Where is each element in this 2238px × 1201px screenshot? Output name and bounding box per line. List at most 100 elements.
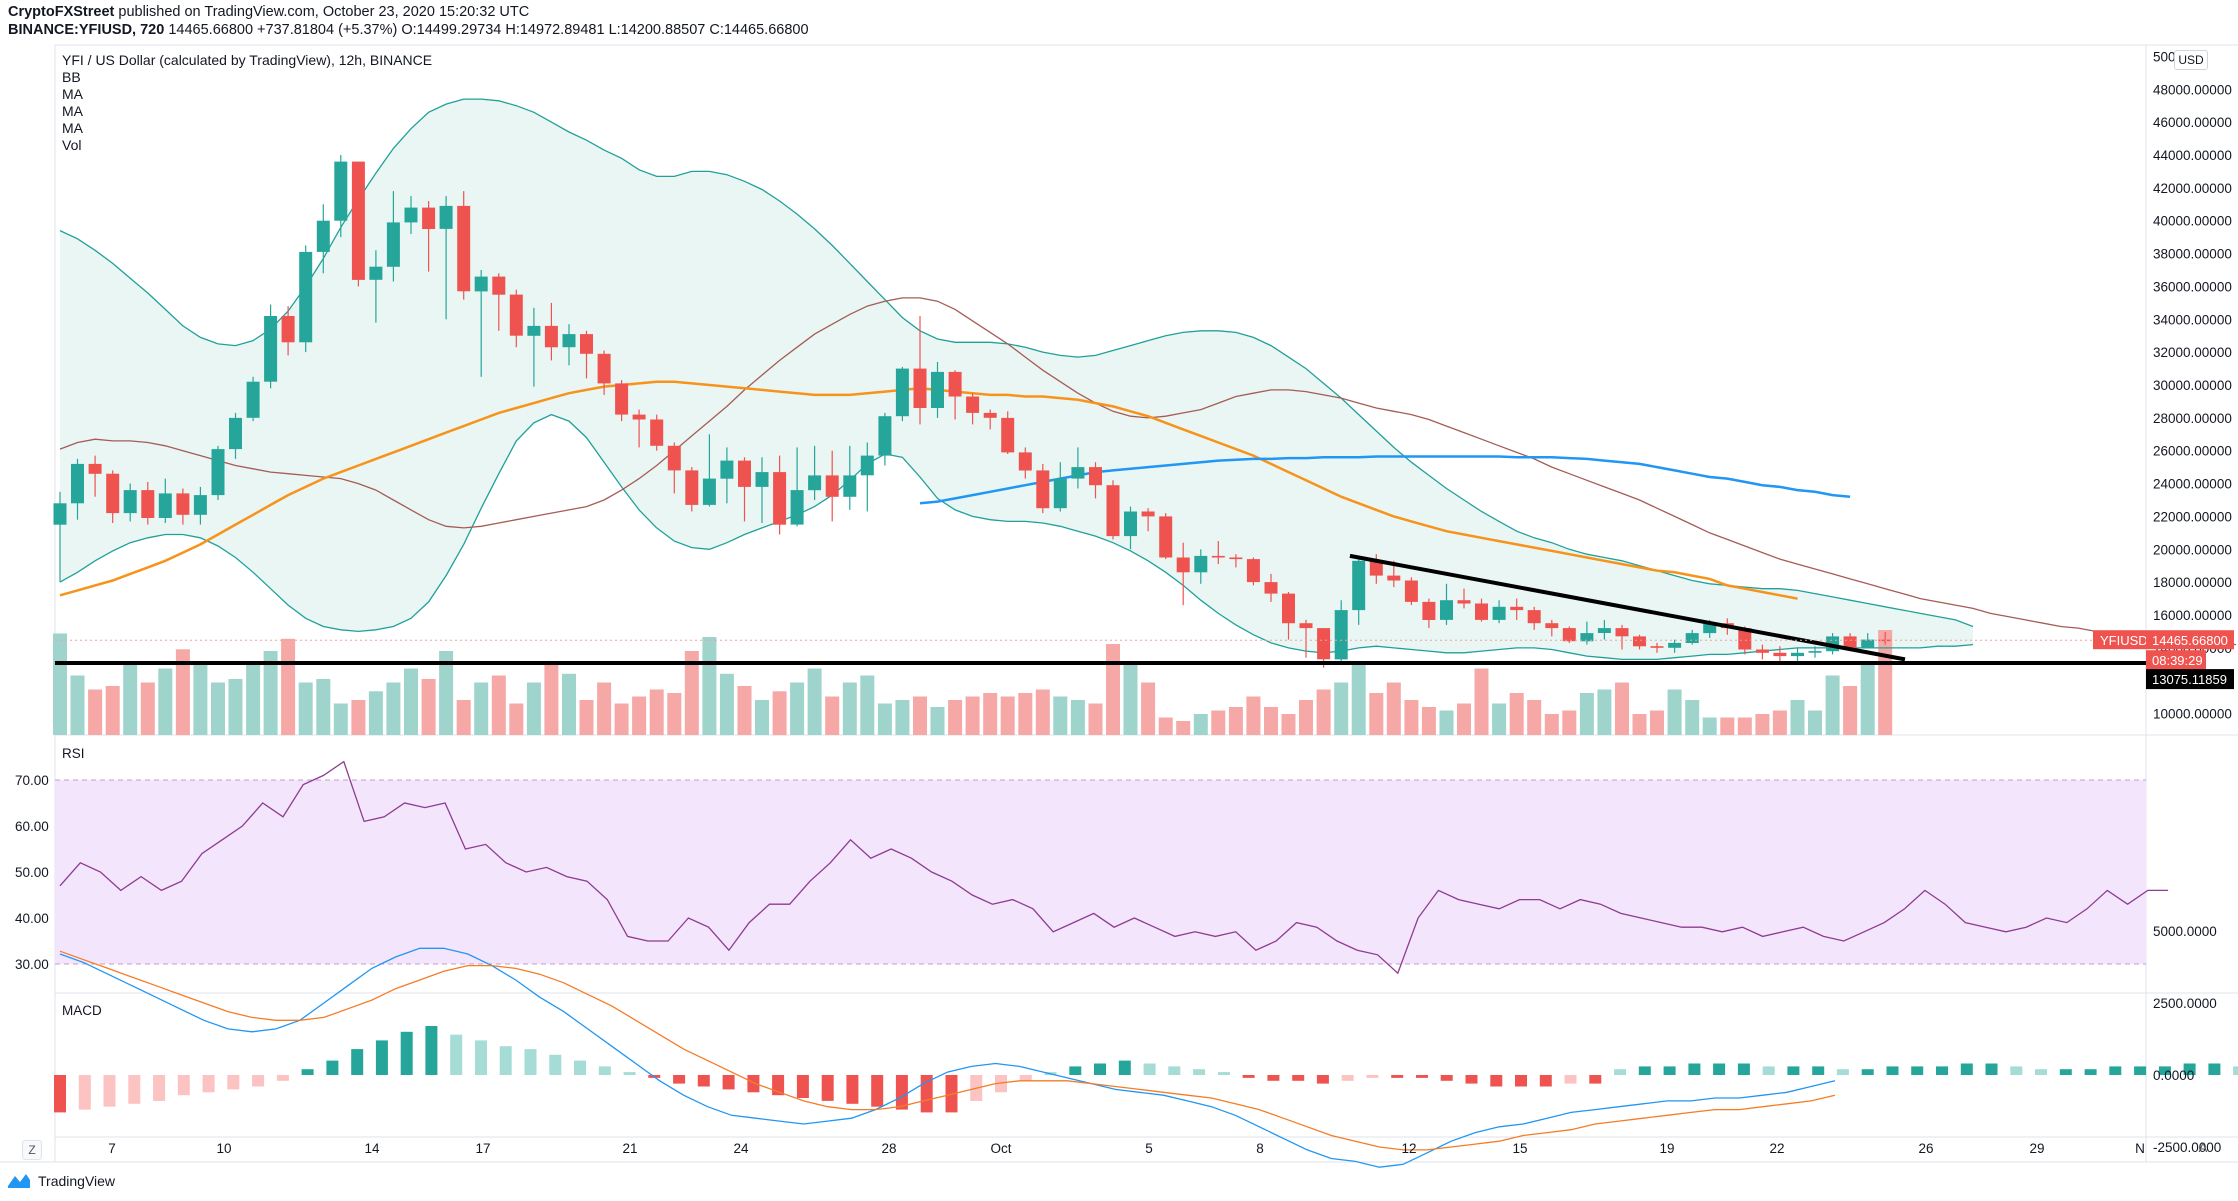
macd-histogram-bar — [351, 1049, 364, 1075]
candle-body — [1229, 557, 1243, 560]
volume-bar — [351, 700, 366, 735]
trend-drawings[interactable] — [55, 553, 2146, 666]
volume-bar — [211, 682, 225, 735]
macd-histogram-bar — [1490, 1075, 1503, 1087]
legend-indicator-bb[interactable]: BB — [62, 69, 81, 85]
candle-body — [843, 475, 857, 497]
macd-histogram-bar — [1787, 1066, 1800, 1075]
macd-histogram-bar — [1737, 1063, 1750, 1075]
legend-indicator-ma-2[interactable]: MA — [62, 103, 83, 119]
volume-bar — [1334, 682, 1349, 735]
symbol-tag: YFIUSD — [2100, 633, 2148, 648]
volume-bar — [509, 703, 524, 735]
volume-bar — [614, 703, 629, 735]
volume-bar — [1720, 717, 1735, 735]
volume-bar — [1211, 710, 1226, 735]
volume-bar — [1492, 703, 1507, 735]
volume-bar — [1843, 686, 1858, 735]
macd-histogram-bar — [425, 1026, 438, 1075]
price-axis[interactable]: 10000.0000012000.0000014000.0000016000.0… — [2153, 49, 2232, 721]
candle-body — [71, 463, 84, 504]
volume-bar — [1439, 710, 1454, 735]
volume-bar — [1386, 682, 1401, 735]
candle-body — [176, 493, 190, 515]
macd-histogram-bar — [1019, 1075, 1032, 1081]
time-tick-label: 19 — [1659, 1141, 1674, 1156]
legend-title[interactable]: YFI / US Dollar (calculated by TradingVi… — [62, 52, 433, 68]
legend-indicator-ma-3[interactable]: MA — [62, 120, 83, 136]
candle-body — [123, 490, 137, 514]
time-tick-label: N — [2135, 1141, 2145, 1156]
publish-line: CryptoFXStreet published on TradingView.… — [8, 3, 529, 21]
time-axis[interactable]: 7 10 14 17 21 24 28 Oct 5 8 12 15 19 22 26 29 N — [108, 1141, 2145, 1156]
volume-bar — [88, 689, 103, 735]
macd-histogram-bar — [400, 1031, 413, 1075]
time-tick-label: Oct — [990, 1141, 1011, 1156]
macd-histogram-bar — [1638, 1066, 1651, 1075]
price-tick-label: 18000.00000 — [2153, 575, 2232, 590]
candle-body — [1545, 623, 1559, 629]
candle-body — [299, 251, 313, 343]
volume-bar — [404, 668, 418, 735]
macd-histogram-bar — [1217, 1072, 1230, 1075]
candle-body — [1211, 555, 1225, 558]
volume-bar — [1615, 682, 1629, 735]
chart-header: CryptoFXStreet published on TradingView.… — [0, 0, 2238, 40]
macd-histogram-bar — [1316, 1075, 1329, 1084]
candle-body — [1018, 452, 1032, 471]
price-tick-label: 10000.00000 — [2153, 707, 2232, 722]
time-tick-label: 10 — [216, 1141, 231, 1156]
volume-bar — [246, 665, 261, 735]
candle-body — [509, 294, 523, 336]
time-tick-label: 21 — [622, 1141, 637, 1156]
chart-legend: YFI / US Dollar (calculated by TradingVi… — [62, 52, 432, 154]
macd-histogram-bar — [2109, 1066, 2122, 1075]
candle-body — [527, 325, 541, 336]
volume-bar — [175, 649, 190, 736]
ma50-line — [59, 380, 1798, 600]
candle-body — [1668, 642, 1682, 648]
volume-bar — [456, 700, 471, 735]
volume-bar — [1193, 714, 1208, 735]
volume-bar — [544, 665, 559, 735]
macd-histogram-bar — [722, 1075, 735, 1090]
candle-body — [702, 478, 716, 505]
candle-body — [1808, 651, 1822, 653]
candle-body — [860, 455, 874, 476]
macd-histogram-bar — [1861, 1069, 1874, 1075]
macd-histogram-bar — [1985, 1063, 1998, 1075]
support-tag-bg — [2146, 669, 2234, 690]
publisher-name[interactable]: CryptoFXStreet — [8, 4, 115, 20]
candle-body — [422, 207, 436, 229]
macd-histogram-bar — [1094, 1063, 1106, 1075]
candle-body — [1580, 633, 1594, 642]
volume-bars — [53, 630, 1893, 736]
candlesticks[interactable] — [53, 155, 1892, 668]
volume-bar — [1457, 703, 1471, 735]
legend-indicator-ma-1[interactable]: MA — [62, 86, 83, 102]
currency-badge[interactable]: USD — [2174, 50, 2208, 70]
legend-indicator-vol[interactable]: Vol — [62, 137, 82, 153]
macd-histogram-bar — [326, 1060, 339, 1075]
price-tick-label: 44000.00000 — [2153, 148, 2232, 163]
price-tick-label: 32000.00000 — [2153, 345, 2232, 360]
rsi-pane-label[interactable]: RSI — [62, 746, 85, 761]
macd-pane-label[interactable]: MACD — [62, 1003, 102, 1018]
macd-axis[interactable]: 5000.0000 2500.0000 0.0000 -2500.0000 — [2153, 924, 2221, 1155]
candle-body — [895, 368, 909, 417]
macd-histogram-bar — [796, 1075, 809, 1098]
volume-bar — [948, 700, 963, 735]
candle-body — [211, 449, 225, 496]
auto-scale-button[interactable]: A — [2198, 1140, 2208, 1155]
candle-body — [1527, 610, 1541, 624]
tradingview-brand: TradingView — [38, 1173, 116, 1189]
rsi-polyline — [59, 760, 2169, 975]
macd-histogram-bar — [1341, 1075, 1354, 1081]
macd-histogram-bar — [2158, 1066, 2171, 1075]
candle-body — [106, 473, 120, 514]
macd-histogram-bar — [2059, 1069, 2072, 1075]
rsi-axis[interactable]: 70.00 60.00 50.00 40.00 30.00 — [15, 773, 49, 972]
candle-body — [790, 490, 804, 525]
timezone-button[interactable]: Z — [22, 1140, 42, 1160]
